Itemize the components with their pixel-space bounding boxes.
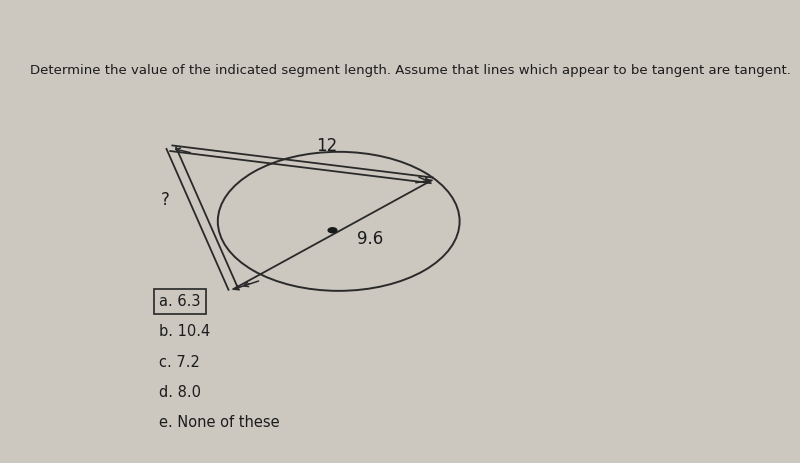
Text: a. 6.3: a. 6.3: [159, 294, 200, 309]
Text: 9.6: 9.6: [357, 230, 383, 248]
Text: 12: 12: [316, 138, 337, 156]
Text: ?: ?: [161, 191, 170, 209]
Text: c. 7.2: c. 7.2: [159, 355, 200, 369]
Text: b. 10.4: b. 10.4: [159, 325, 210, 339]
Text: d. 8.0: d. 8.0: [159, 385, 201, 400]
Circle shape: [328, 228, 337, 233]
Text: e. None of these: e. None of these: [159, 415, 279, 430]
Text: Determine the value of the indicated segment length. Assume that lines which app: Determine the value of the indicated seg…: [30, 64, 790, 77]
